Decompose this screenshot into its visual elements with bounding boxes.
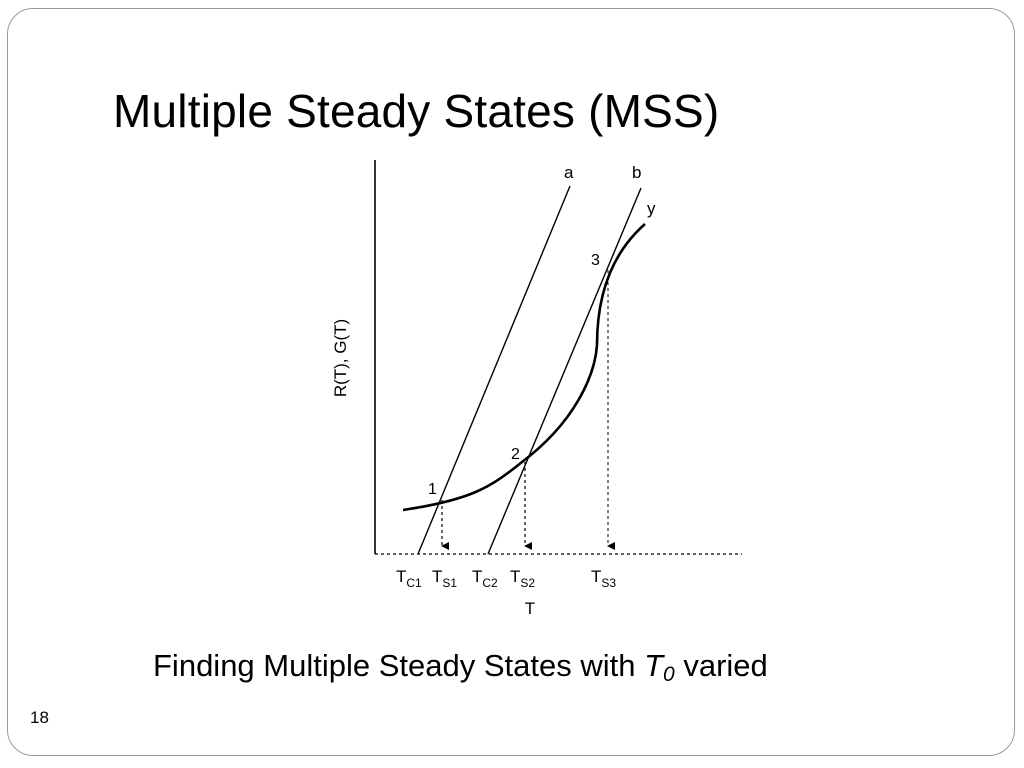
y-axis-label: R(T), G(T)	[331, 319, 350, 397]
mss-diagram-svg: R(T), G(T) a b y 1 2 3 TC1 TS1 TC2 TS2 T…	[331, 160, 742, 618]
tick-label-ts3: TS3	[591, 567, 616, 590]
caption-text: Finding Multiple Steady States with	[153, 648, 645, 683]
caption-suffix: varied	[674, 648, 768, 683]
figure-caption: Finding Multiple Steady States with T0 v…	[153, 648, 768, 686]
slide-frame	[7, 8, 1015, 756]
tick-label-tc1: TC1	[396, 567, 422, 590]
x-axis-label: T	[525, 599, 535, 618]
curve-y	[402, 223, 646, 512]
caption-subscript: 0	[663, 663, 675, 686]
tick-label-tc2: TC2	[472, 567, 498, 590]
mss-diagram: R(T), G(T) a b y 1 2 3 TC1 TS1 TC2 TS2 T…	[300, 150, 760, 630]
line-a	[417, 185, 571, 555]
point-1-label: 1	[428, 481, 437, 498]
line-b	[487, 187, 642, 555]
caption-variable: T	[644, 648, 664, 683]
point-3-label: 3	[591, 252, 600, 269]
slide-number: 18	[30, 708, 49, 727]
line-a-label: a	[564, 163, 574, 182]
tick-label-ts1: TS1	[432, 567, 457, 590]
curve-y-label: y	[647, 199, 656, 218]
point-2-label: 2	[511, 446, 520, 463]
slide-title: Multiple Steady States (MSS)	[113, 85, 720, 137]
line-b-label: b	[632, 163, 641, 182]
tick-label-ts2: TS2	[510, 567, 535, 590]
